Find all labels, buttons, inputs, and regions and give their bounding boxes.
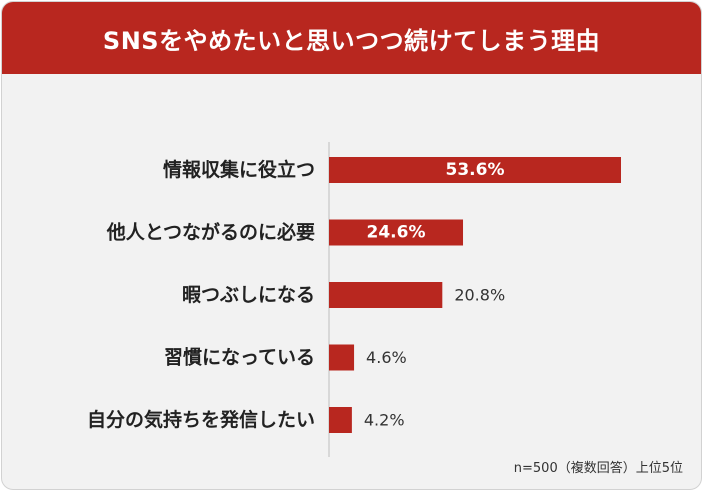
bar [329,282,443,308]
value-label: 4.2% [364,411,405,430]
bar [329,407,352,433]
category-label: 習慣になっている [164,346,315,369]
category-label: 暇つぶしになる [182,284,315,306]
category-label: 他人とつながるのに必要 [106,221,315,244]
bar [329,219,464,246]
sample-note: n=500（複数回答）上位5位 [513,461,683,476]
category-label: 情報収集に役立つ [163,158,315,181]
bar [329,344,355,371]
value-label: 20.8% [454,286,505,305]
value-label: 4.6% [366,348,407,367]
bar [329,157,621,183]
chart-title: SNSをやめたいと思いつつ続けてしまう理由 [102,26,601,55]
category-label: 自分の気持ちを発信したい [87,408,315,431]
value-label: 24.6% [367,223,426,243]
value-label: 53.6% [446,160,505,180]
header-banner: SNSをやめたいと思いつつ続けてしまう理由 [2,2,701,74]
